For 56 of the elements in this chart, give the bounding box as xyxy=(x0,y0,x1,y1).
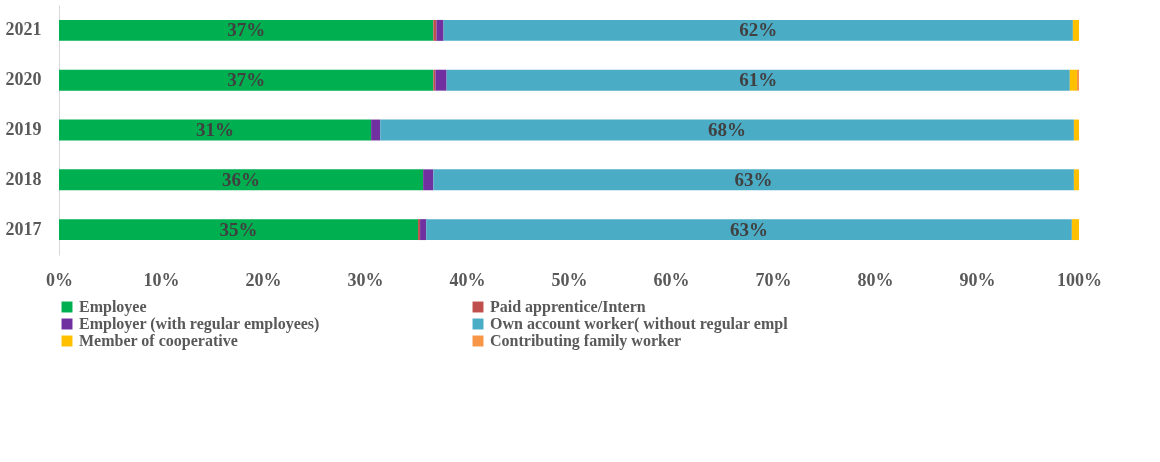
legend-label: Member of cooperative xyxy=(79,332,238,350)
bar xyxy=(433,169,1074,191)
y-tick-label: 2018 xyxy=(5,168,42,189)
x-tick-label: 90% xyxy=(959,269,996,290)
data-label: 35% xyxy=(219,218,258,240)
x-tick-label: 30% xyxy=(347,269,384,290)
bar xyxy=(426,219,1072,241)
y-tick-label: 2020 xyxy=(5,69,42,90)
data-label: 61% xyxy=(739,69,778,91)
x-tick-label: 100% xyxy=(1057,269,1102,290)
bar xyxy=(433,69,436,91)
bar xyxy=(1073,169,1079,191)
bar xyxy=(433,19,437,41)
data-label: 63% xyxy=(730,218,769,240)
legend-label: Contributing family worker xyxy=(490,332,682,350)
data-label: 37% xyxy=(227,69,266,91)
data-label: 37% xyxy=(227,19,266,41)
bar xyxy=(435,69,447,91)
bar xyxy=(59,169,424,191)
bar xyxy=(446,69,1070,91)
bar xyxy=(380,119,1074,141)
data-label: 36% xyxy=(222,168,261,190)
bar xyxy=(443,19,1073,41)
legend-label: Own account worker( without regular empl xyxy=(490,315,789,333)
bar xyxy=(418,219,421,241)
x-tick-label: 0% xyxy=(46,269,73,290)
bar xyxy=(59,19,434,41)
bar xyxy=(423,169,434,191)
legend-label: Employee xyxy=(79,298,147,316)
x-tick-label: 60% xyxy=(653,269,690,290)
bar xyxy=(420,219,427,241)
data-label: 31% xyxy=(196,119,235,140)
bar xyxy=(59,119,372,141)
y-tick-label: 2021 xyxy=(5,19,42,40)
data-label: 63% xyxy=(734,168,773,190)
bar xyxy=(1071,219,1079,241)
bar xyxy=(1076,69,1079,91)
bar xyxy=(59,69,434,91)
bar xyxy=(1073,119,1079,141)
x-tick-label: 50% xyxy=(551,269,588,290)
x-tick-label: 70% xyxy=(755,269,792,290)
legend-label: Paid apprentice/Intern xyxy=(490,298,646,316)
bar xyxy=(436,19,444,41)
y-tick-label: 2017 xyxy=(5,218,42,239)
x-tick-label: 20% xyxy=(245,269,282,290)
x-tick-label: 10% xyxy=(143,269,180,290)
bar xyxy=(1072,19,1079,41)
data-label: 68% xyxy=(708,119,747,140)
data-label: 62% xyxy=(739,19,778,41)
y-tick-label: 2019 xyxy=(5,119,42,139)
legend-label: Employer (with regular employees) xyxy=(79,315,320,333)
bar xyxy=(59,219,419,241)
bar xyxy=(1069,69,1077,91)
bar xyxy=(371,119,381,141)
x-tick-label: 80% xyxy=(857,269,894,290)
x-tick-label: 40% xyxy=(449,269,486,290)
